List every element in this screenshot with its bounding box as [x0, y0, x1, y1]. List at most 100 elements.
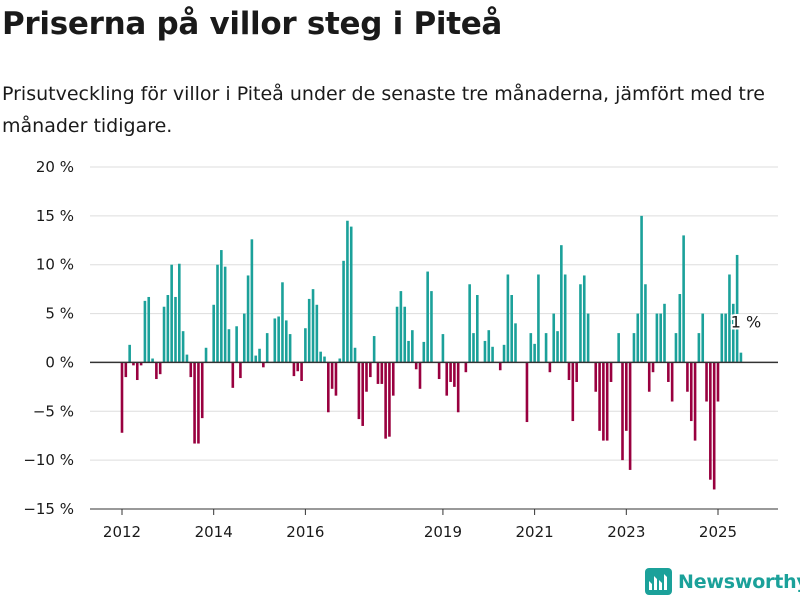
bar	[686, 362, 689, 392]
brand-name: Newsworthy	[678, 570, 800, 593]
bar	[640, 215, 643, 363]
bar	[380, 362, 384, 384]
bar	[709, 362, 712, 480]
bar	[166, 295, 170, 363]
bar	[514, 323, 517, 363]
bar	[651, 362, 655, 373]
bar	[712, 362, 716, 490]
bar	[502, 344, 506, 363]
bar	[602, 362, 605, 441]
bar	[231, 362, 235, 388]
bar	[426, 271, 429, 363]
bar	[155, 362, 158, 380]
x-tick-label: 2012	[103, 523, 141, 541]
bar	[414, 362, 418, 370]
bar	[395, 306, 399, 363]
chart-title: Priserna på villor steg i Piteå	[2, 6, 503, 42]
x-tick-label: 2023	[607, 523, 645, 541]
bar	[158, 362, 162, 375]
bar	[582, 275, 586, 363]
bar	[529, 333, 533, 363]
bar	[491, 346, 494, 363]
bar	[281, 282, 284, 363]
x-axis-tick-labels: 2012 2014 2016 2019 2021 2023 2025	[103, 523, 737, 541]
bar	[728, 274, 731, 363]
bar	[575, 362, 578, 382]
bar	[560, 245, 563, 363]
bar	[292, 362, 296, 377]
bar	[430, 291, 433, 363]
bar	[407, 340, 410, 363]
bar	[594, 362, 598, 392]
bar	[338, 358, 342, 363]
bar	[705, 362, 708, 402]
bar	[731, 303, 735, 363]
bar	[586, 313, 590, 363]
bar	[242, 313, 246, 363]
bar	[178, 263, 181, 363]
bar	[399, 291, 403, 363]
bar	[174, 296, 177, 363]
bar	[567, 362, 571, 381]
bar	[449, 362, 452, 382]
brand-logo: Newsworthy	[645, 568, 800, 595]
bar	[193, 362, 196, 444]
bar	[349, 226, 353, 363]
bar	[556, 331, 559, 363]
y-tick-label: −15 %	[23, 500, 74, 518]
bar	[609, 362, 613, 382]
x-tick-label: 2021	[516, 523, 554, 541]
bar	[170, 264, 173, 363]
bar	[498, 362, 502, 371]
bar	[487, 330, 491, 363]
y-tick-label: 0 %	[45, 353, 74, 371]
bar	[533, 343, 536, 363]
bar	[220, 250, 223, 363]
bar	[185, 354, 189, 363]
bar	[330, 362, 334, 389]
bar	[506, 274, 510, 363]
bar	[135, 362, 139, 381]
bar	[200, 362, 204, 419]
bar	[357, 362, 361, 420]
bar	[621, 362, 624, 461]
bar	[346, 220, 349, 363]
bar	[510, 295, 513, 363]
bar	[239, 362, 242, 379]
bar	[334, 362, 338, 396]
bar	[476, 295, 479, 363]
bar	[147, 296, 151, 363]
bar	[472, 333, 475, 363]
bar	[365, 362, 368, 392]
bar	[128, 344, 131, 363]
bar	[304, 328, 307, 363]
y-tick-label: 20 %	[36, 158, 74, 176]
bar	[384, 362, 387, 439]
bar	[571, 362, 575, 422]
bar	[391, 362, 395, 396]
bar	[552, 313, 556, 363]
bar	[376, 362, 380, 384]
bar	[544, 333, 548, 363]
bar	[548, 362, 552, 373]
y-tick-label: 10 %	[36, 256, 74, 274]
bar	[288, 334, 292, 363]
bar	[235, 326, 238, 363]
bar	[724, 313, 727, 363]
bar	[372, 336, 376, 363]
bar	[254, 355, 258, 363]
bar	[598, 362, 601, 431]
last-value-label: 1 %	[731, 313, 761, 332]
bar	[311, 289, 315, 363]
bar	[670, 362, 674, 402]
y-tick-label: 15 %	[36, 207, 74, 225]
x-tick-label: 2014	[195, 523, 233, 541]
bar	[181, 331, 185, 363]
bar	[441, 334, 445, 363]
bar	[223, 266, 227, 363]
bar	[258, 348, 261, 363]
bar	[250, 239, 254, 363]
bar	[697, 333, 701, 363]
bar	[204, 347, 208, 363]
bar	[353, 347, 357, 363]
